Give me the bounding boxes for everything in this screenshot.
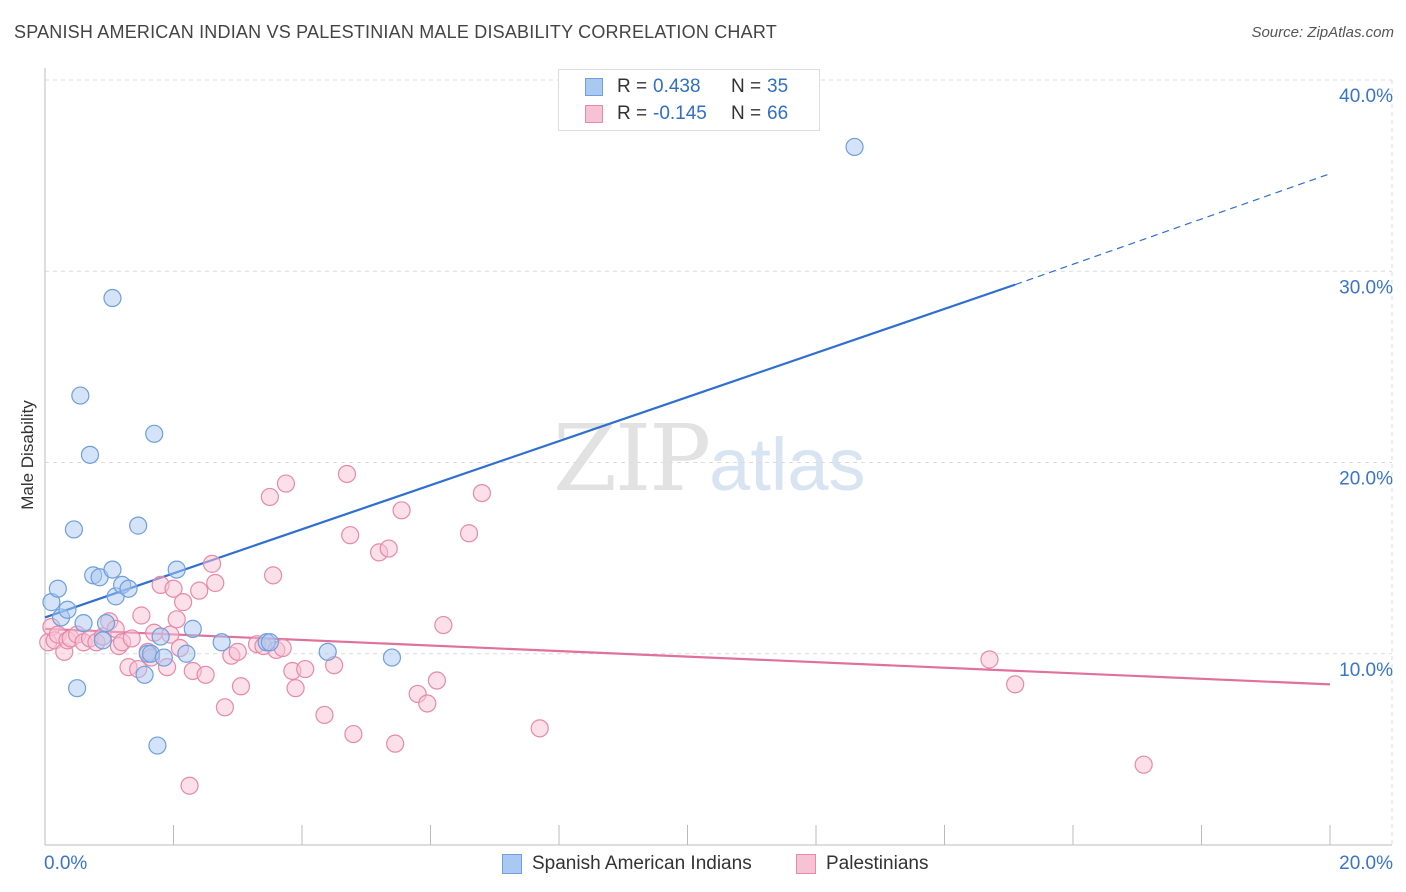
point-spanish-american-indians <box>177 644 196 663</box>
point-spanish-american-indians <box>129 516 148 535</box>
point-spanish-american-indians <box>845 137 864 157</box>
legend-swatch-pink <box>585 105 603 123</box>
point-palestinians <box>459 524 479 543</box>
legend-swatch-blue <box>585 78 603 96</box>
watermark-atlas: atlas <box>709 423 866 506</box>
point-palestinians <box>315 705 334 725</box>
point-spanish-american-indians <box>135 665 154 684</box>
point-spanish-american-indians <box>167 560 186 579</box>
point-palestinians <box>418 694 437 713</box>
chart-title: SPANISH AMERICAN INDIAN VS PALESTINIAN M… <box>14 22 777 42</box>
trend-lines <box>44 173 1331 686</box>
point-spanish-american-indians <box>145 424 164 443</box>
point-palestinians <box>196 665 215 684</box>
point-spanish-american-indians <box>183 619 202 638</box>
point-spanish-american-indians <box>48 579 67 598</box>
point-palestinians <box>472 484 491 503</box>
point-palestinians <box>286 679 305 698</box>
point-palestinians <box>263 566 283 585</box>
point-palestinians <box>337 464 357 484</box>
point-spanish-american-indians <box>154 648 173 667</box>
point-spanish-american-indians <box>382 648 402 667</box>
legend-item-palestinians: Palestinians <box>796 851 928 877</box>
point-palestinians <box>530 719 549 738</box>
point-palestinians <box>202 554 222 573</box>
point-palestinians <box>276 474 296 493</box>
point-palestinians <box>427 671 447 690</box>
point-palestinians <box>132 606 151 625</box>
legend-row-spanish-american-indians: R = 0.438 N = 35 <box>585 75 788 99</box>
legend-r-label: R = <box>617 76 648 97</box>
point-spanish-american-indians <box>103 288 122 308</box>
point-palestinians <box>215 698 234 717</box>
point-palestinians <box>344 724 363 744</box>
point-palestinians <box>260 487 279 507</box>
y-tick-label: 40.0% <box>1339 86 1393 107</box>
point-spanish-american-indians <box>148 736 167 755</box>
watermark: ZIPatlas <box>553 405 865 512</box>
point-spanish-american-indians <box>212 633 231 652</box>
trend-line-spanish-american-indians <box>44 283 1016 619</box>
y-tick-label: 10.0% <box>1339 660 1393 681</box>
point-spanish-american-indians <box>68 679 87 698</box>
legend-label: Palestinians <box>826 853 929 874</box>
point-palestinians <box>341 526 360 545</box>
point-palestinians <box>180 776 199 795</box>
watermark-zip: ZIP <box>553 405 711 512</box>
point-palestinians <box>296 659 315 679</box>
point-palestinians <box>206 573 225 593</box>
y-axis-label: Male Disability <box>18 400 37 510</box>
correlation-legend: R = 0.438 N = 35 R = -0.145 N = 66 <box>558 69 820 131</box>
legend-r-value: -0.145 <box>653 103 707 124</box>
point-palestinians <box>386 734 405 753</box>
point-palestinians <box>122 629 141 648</box>
legend-n-value: 35 <box>767 76 789 97</box>
legend-n-label: N = <box>731 103 762 124</box>
point-spanish-american-indians <box>119 579 138 598</box>
chart-source: Source: ZipAtlas.com <box>1251 24 1394 41</box>
point-spanish-american-indians <box>74 614 93 633</box>
point-palestinians <box>1134 755 1153 774</box>
point-palestinians <box>164 579 183 598</box>
axes <box>44 68 1392 846</box>
legend-swatch-blue <box>502 854 522 874</box>
point-spanish-american-indians <box>96 614 116 633</box>
legend-n-value: 66 <box>767 103 789 124</box>
point-palestinians <box>174 593 193 612</box>
legend-swatch-pink <box>796 854 816 874</box>
point-spanish-american-indians <box>318 642 337 661</box>
y-tick-label: 30.0% <box>1339 277 1393 298</box>
point-spanish-american-indians <box>71 386 90 405</box>
x-tick-label: 20.0% <box>1339 853 1393 874</box>
point-palestinians <box>392 501 411 520</box>
grid-lines <box>45 79 1393 845</box>
point-spanish-american-indians <box>151 627 170 646</box>
legend-label: Spanish American Indians <box>532 853 752 874</box>
point-spanish-american-indians <box>93 631 112 650</box>
point-palestinians <box>379 539 398 558</box>
legend-r-value: 0.438 <box>653 76 701 97</box>
point-spanish-american-indians <box>58 600 77 619</box>
legend-item-spanish-american-indians: Spanish American Indians <box>502 851 752 877</box>
y-tick-label: 20.0% <box>1339 469 1393 490</box>
point-palestinians <box>228 642 247 661</box>
point-palestinians <box>980 650 999 669</box>
point-palestinians <box>1006 675 1025 694</box>
point-spanish-american-indians <box>80 445 100 464</box>
trend-line-extension <box>1014 173 1331 286</box>
point-palestinians <box>167 610 186 629</box>
point-spanish-american-indians <box>103 560 122 579</box>
legend-row-palestinians: R = -0.145 N = 66 <box>585 102 788 126</box>
point-palestinians <box>190 581 209 600</box>
point-palestinians <box>434 615 453 635</box>
legend-n-label: N = <box>731 76 762 97</box>
point-palestinians <box>231 677 251 696</box>
point-spanish-american-indians <box>64 520 84 539</box>
point-spanish-american-indians <box>260 633 279 652</box>
tick-labels: 10.0% 20.0% 30.0% 40.0% 0.0% 20.0% <box>44 86 1393 874</box>
legend-r-label: R = <box>617 103 648 124</box>
x-tick-label: 0.0% <box>44 853 87 874</box>
data-points <box>39 137 1153 795</box>
